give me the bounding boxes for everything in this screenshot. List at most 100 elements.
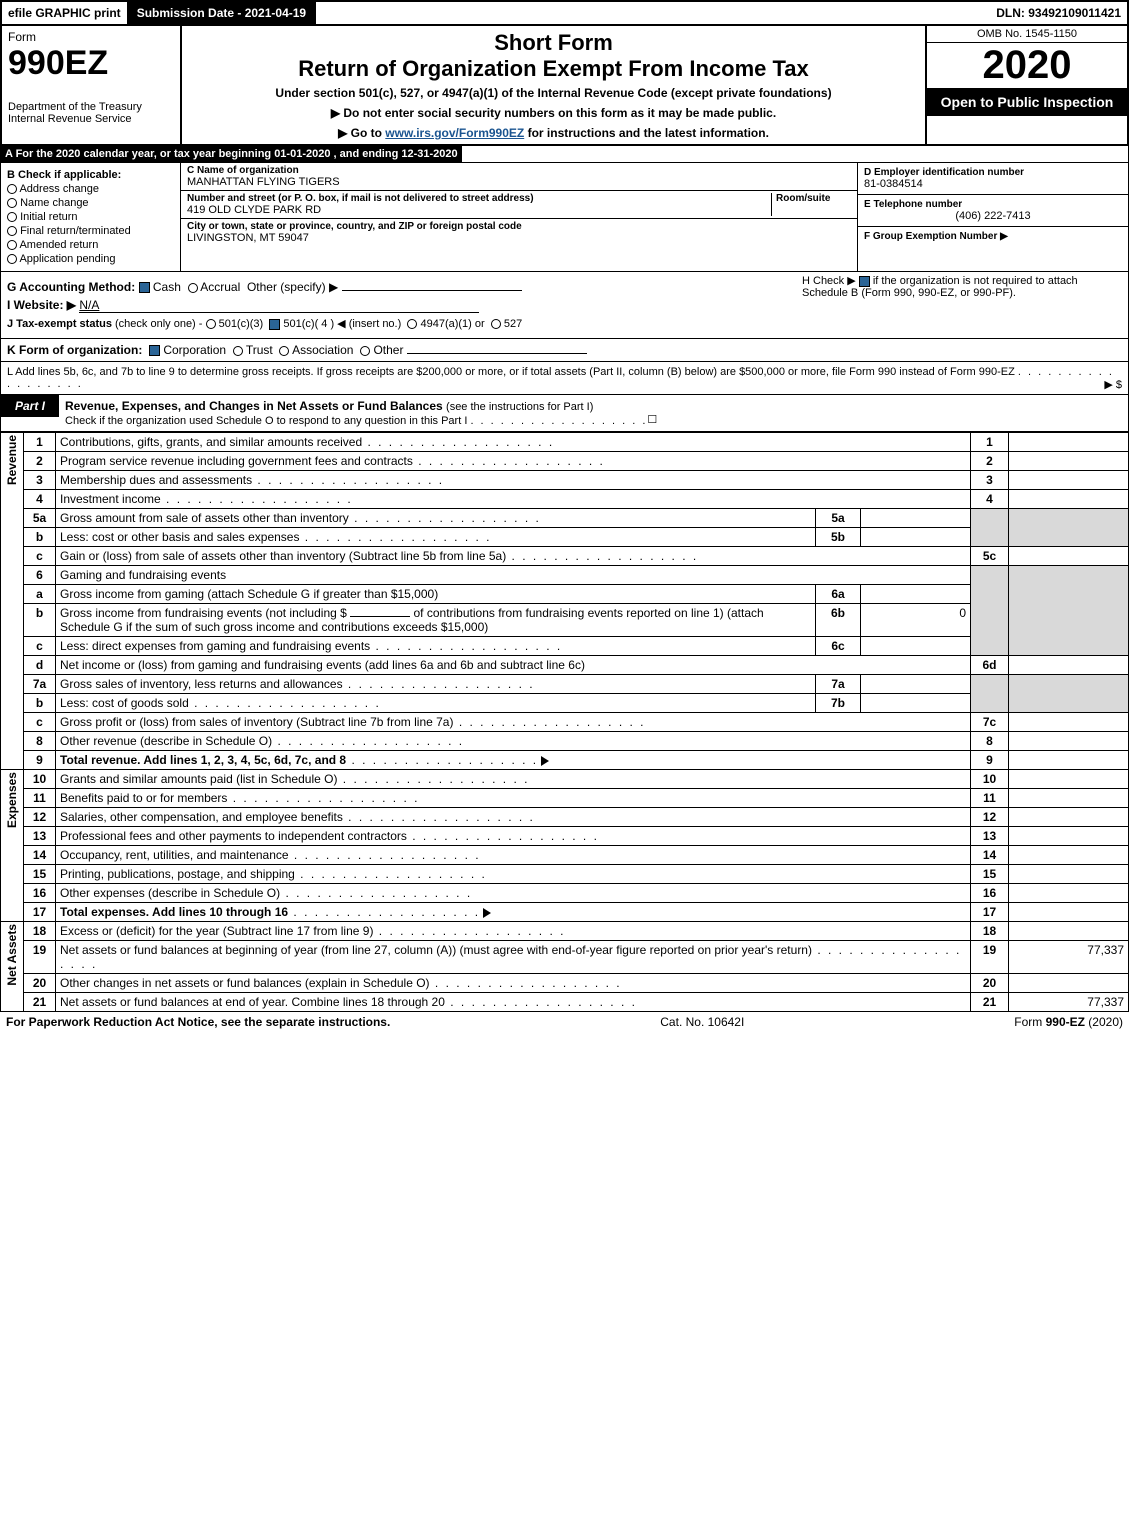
line-10-text: Grants and similar amounts paid (list in… — [60, 772, 337, 786]
line-6d-text: Net income or (loss) from gaming and fun… — [60, 658, 585, 672]
lbl-name-change: Name change — [20, 197, 89, 209]
addr-label: Number and street (or P. O. box, if mail… — [187, 193, 771, 204]
ein-label: D Employer identification number — [864, 167, 1122, 178]
lbl-cash: Cash — [153, 280, 181, 294]
footer-mid: Cat. No. 10642I — [660, 1015, 744, 1029]
amt-8 — [1009, 732, 1129, 751]
amt-10 — [1009, 770, 1129, 789]
arrow-icon — [541, 756, 549, 766]
instr-2-pre: ▶ Go to — [338, 126, 385, 140]
amt-15 — [1009, 865, 1129, 884]
other-org-input[interactable] — [407, 353, 587, 354]
amt-6d — [1009, 656, 1129, 675]
chk-501c[interactable] — [269, 319, 280, 330]
lbl-501c: 501(c)( 4 ) ◀ (insert no.) — [283, 318, 401, 330]
amt-11 — [1009, 789, 1129, 808]
dln-label: DLN: 93492109011421 — [996, 6, 1127, 20]
page-footer: For Paperwork Reduction Act Notice, see … — [0, 1012, 1129, 1032]
col-b: B Check if applicable: Address change Na… — [1, 163, 181, 271]
line-6a-text: Gross income from gaming (attach Schedul… — [60, 587, 438, 601]
chk-application-pending[interactable] — [7, 254, 17, 264]
line-5c-text: Gain or (loss) from sale of assets other… — [60, 549, 506, 563]
form-number: 990EZ — [8, 44, 174, 83]
irs-link[interactable]: www.irs.gov/Form990EZ — [385, 126, 524, 140]
part1-check-line: Check if the organization used Schedule … — [65, 415, 647, 427]
lbl-assoc: Association — [292, 343, 353, 357]
col-c: C Name of organization MANHATTAN FLYING … — [181, 163, 858, 271]
chk-corp[interactable] — [149, 345, 160, 356]
lbl-address-change: Address change — [19, 183, 99, 195]
chk-assoc[interactable] — [279, 346, 289, 356]
other-method-input[interactable] — [342, 290, 522, 291]
top-bar: efile GRAPHIC print Submission Date - 20… — [0, 0, 1129, 24]
chk-501c3[interactable] — [206, 319, 216, 329]
chk-cash[interactable] — [139, 282, 150, 293]
chk-name-change[interactable] — [7, 198, 17, 208]
efile-print-button[interactable]: efile GRAPHIC print — [2, 2, 127, 24]
chk-527[interactable] — [491, 319, 501, 329]
amt-1 — [1009, 433, 1129, 452]
line-17-text: Total expenses. Add lines 10 through 16 — [60, 905, 288, 919]
city-label: City or town, state or province, country… — [187, 221, 851, 232]
chk-address-change[interactable] — [7, 184, 17, 194]
lbl-initial-return: Initial return — [20, 211, 77, 223]
instr-2: ▶ Go to www.irs.gov/Form990EZ for instru… — [188, 126, 919, 140]
amt-17 — [1009, 903, 1129, 922]
org-name: MANHATTAN FLYING TIGERS — [187, 176, 851, 188]
l-arrow: ▶ $ — [1104, 378, 1122, 391]
line-11-text: Benefits paid to or for members — [60, 791, 227, 805]
room-label: Room/suite — [776, 193, 851, 204]
lbl-final-return: Final return/terminated — [20, 225, 131, 237]
part1-title: Revenue, Expenses, and Changes in Net As… — [65, 399, 443, 413]
dept-irs: Internal Revenue Service — [8, 113, 174, 125]
amt-9 — [1009, 751, 1129, 770]
row-a: A For the 2020 calendar year, or tax yea… — [0, 146, 1129, 163]
amt-16 — [1009, 884, 1129, 903]
line-2-text: Program service revenue including govern… — [60, 454, 413, 468]
instr-2-post: for instructions and the latest informat… — [524, 126, 769, 140]
line-l: L Add lines 5b, 6c, and 7b to line 9 to … — [0, 362, 1129, 395]
h-box: H Check ▶ if the organization is not req… — [802, 274, 1122, 299]
arrow-icon — [483, 908, 491, 918]
city-value: LIVINGSTON, MT 59047 — [187, 232, 851, 244]
line-16-text: Other expenses (describe in Schedule O) — [60, 886, 280, 900]
lbl-application-pending: Application pending — [19, 253, 115, 265]
line-6-text: Gaming and fundraising events — [56, 566, 971, 585]
line-6c-text: Less: direct expenses from gaming and fu… — [60, 639, 370, 653]
chk-other-org[interactable] — [360, 346, 370, 356]
amt-4 — [1009, 490, 1129, 509]
footer-left: For Paperwork Reduction Act Notice, see … — [6, 1015, 390, 1029]
submission-date-badge: Submission Date - 2021-04-19 — [127, 2, 316, 24]
line-9-text: Total revenue. Add lines 1, 2, 3, 4, 5c,… — [60, 753, 346, 767]
instr-1: ▶ Do not enter social security numbers o… — [188, 106, 919, 120]
website-value: N/A — [79, 298, 99, 312]
line-8-text: Other revenue (describe in Schedule O) — [60, 734, 272, 748]
tax-year: 2020 — [927, 43, 1127, 88]
lbl-amended-return: Amended return — [19, 239, 98, 251]
grp-label: F Group Exemption Number ▶ — [864, 231, 1122, 242]
org-info-grid: B Check if applicable: Address change Na… — [0, 163, 1129, 272]
chk-accrual[interactable] — [188, 283, 198, 293]
subamt-5b — [861, 528, 971, 547]
chk-amended-return[interactable] — [7, 240, 17, 250]
line-13-text: Professional fees and other payments to … — [60, 829, 407, 843]
chk-final-return[interactable] — [7, 226, 17, 236]
line-6b-blank[interactable] — [350, 616, 410, 617]
col-d: D Employer identification number 81-0384… — [858, 163, 1128, 271]
line-7a-text: Gross sales of inventory, less returns a… — [60, 677, 343, 691]
dept-treasury: Department of the Treasury — [8, 101, 174, 113]
amt-5c — [1009, 547, 1129, 566]
amt-14 — [1009, 846, 1129, 865]
revenue-side-label: Revenue — [5, 435, 19, 485]
lbl-4947: 4947(a)(1) or — [420, 318, 484, 330]
chk-initial-return[interactable] — [7, 212, 17, 222]
chk-trust[interactable] — [233, 346, 243, 356]
line-5a-text: Gross amount from sale of assets other t… — [60, 511, 349, 525]
chk-h[interactable] — [859, 276, 870, 287]
lbl-527: 527 — [504, 318, 522, 330]
line-5b-text: Less: cost or other basis and sales expe… — [60, 530, 299, 544]
amt-21: 77,337 — [1009, 993, 1129, 1012]
subamt-7b — [861, 694, 971, 713]
chk-4947[interactable] — [407, 319, 417, 329]
under-section: Under section 501(c), 527, or 4947(a)(1)… — [188, 86, 919, 100]
